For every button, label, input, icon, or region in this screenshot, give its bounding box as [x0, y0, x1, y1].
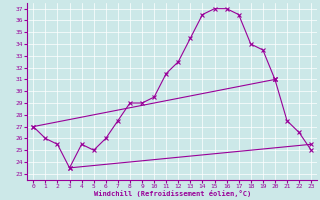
X-axis label: Windchill (Refroidissement éolien,°C): Windchill (Refroidissement éolien,°C): [94, 190, 251, 197]
